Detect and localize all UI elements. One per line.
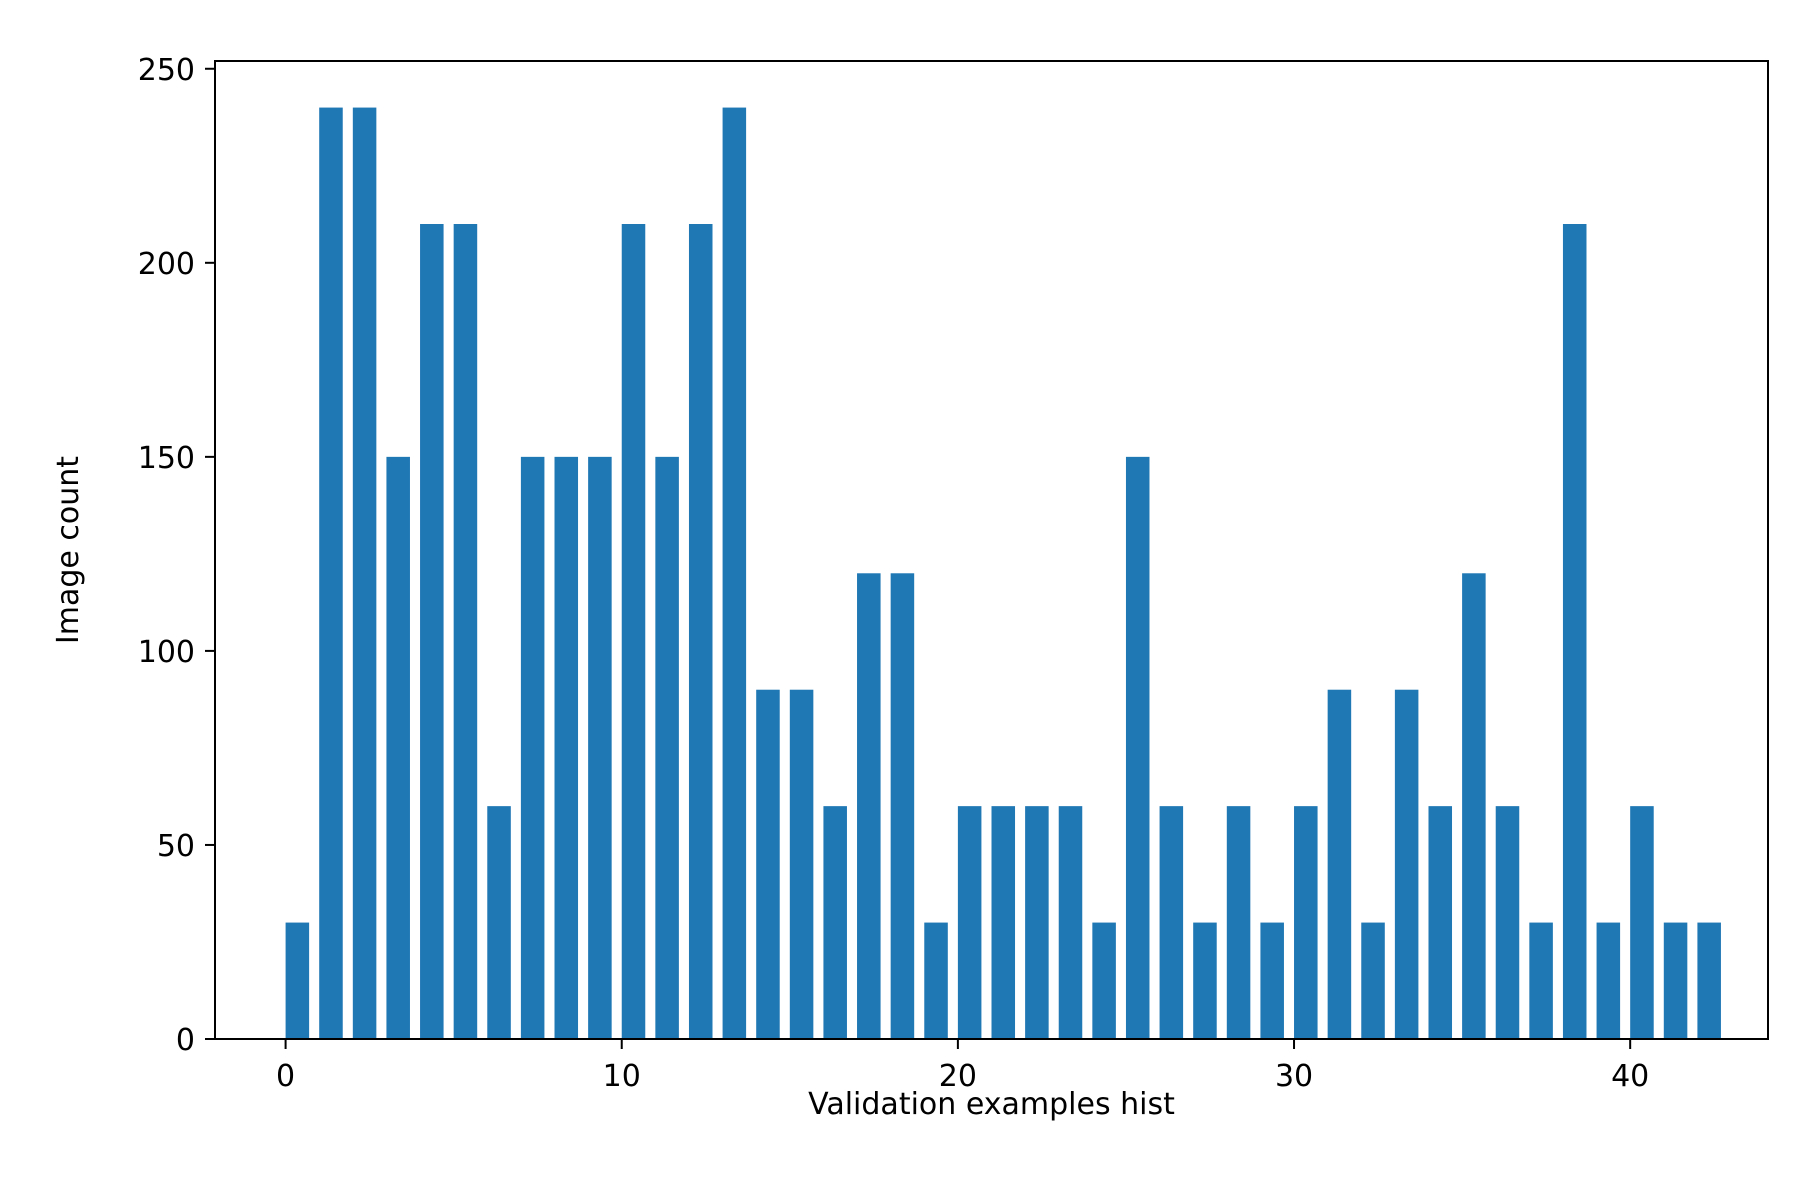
bar-24 <box>1092 922 1116 1039</box>
bar-14 <box>756 689 780 1039</box>
bar-39 <box>1596 922 1621 1039</box>
bar-7 <box>520 456 545 1039</box>
bar-16 <box>823 806 847 1039</box>
bar-6 <box>487 806 511 1039</box>
y-tick-label: 50 <box>157 829 195 864</box>
bar-0 <box>285 922 310 1039</box>
bar-19 <box>924 922 948 1039</box>
y-tick-label: 150 <box>138 441 195 476</box>
x-tick-label: 40 <box>1611 1059 1649 1094</box>
y-tick-label: 0 <box>176 1023 195 1058</box>
bar-37 <box>1529 922 1553 1039</box>
bar-36 <box>1495 806 1520 1039</box>
x-axis-ticks: 0 10 20 30 40 <box>276 1039 1649 1094</box>
bar-17 <box>857 573 881 1039</box>
bar-1 <box>319 107 343 1040</box>
bar-28 <box>1226 806 1251 1039</box>
bar-31 <box>1327 689 1352 1039</box>
bar-21 <box>991 806 1016 1039</box>
bar-42 <box>1697 922 1721 1039</box>
bar-35 <box>1462 573 1486 1039</box>
bars-group <box>285 107 1721 1040</box>
x-tick-label: 10 <box>603 1059 641 1094</box>
y-axis-label: Image count <box>51 456 86 644</box>
x-axis-label: Validation examples hist <box>808 1087 1175 1122</box>
bar-26 <box>1159 806 1184 1039</box>
bar-23 <box>1058 806 1083 1039</box>
y-tick-label: 200 <box>138 247 195 282</box>
bar-18 <box>890 573 915 1039</box>
bar-8 <box>554 456 579 1039</box>
bar-9 <box>588 456 612 1039</box>
x-tick-label: 30 <box>1275 1059 1313 1094</box>
bar-22 <box>1025 806 1049 1039</box>
bar-30 <box>1294 806 1318 1039</box>
bar-27 <box>1193 922 1217 1039</box>
bar-20 <box>957 806 982 1039</box>
bar-41 <box>1663 922 1688 1039</box>
y-tick-label: 250 <box>138 53 195 88</box>
bar-29 <box>1260 922 1284 1039</box>
bar-13 <box>722 107 747 1040</box>
x-tick-label: 0 <box>276 1059 295 1094</box>
axes-frame <box>214 60 1769 1040</box>
bar-15 <box>789 689 814 1039</box>
x-tick-label: 20 <box>939 1059 977 1094</box>
bar-12 <box>688 224 713 1039</box>
y-axis-ticks: 0 50 100 150 200 250 <box>138 53 215 1058</box>
bar-2 <box>352 107 377 1040</box>
bar-40 <box>1630 806 1654 1039</box>
bar-34 <box>1428 806 1453 1039</box>
bar-10 <box>621 224 646 1039</box>
bar-25 <box>1125 456 1150 1039</box>
bar-32 <box>1361 922 1385 1039</box>
bar-33 <box>1394 689 1419 1039</box>
bar-3 <box>386 456 410 1039</box>
y-tick-label: 100 <box>138 635 195 670</box>
bar-5 <box>453 224 478 1039</box>
bar-38 <box>1562 224 1587 1039</box>
bar-4 <box>420 224 444 1039</box>
bar-11 <box>655 456 679 1039</box>
